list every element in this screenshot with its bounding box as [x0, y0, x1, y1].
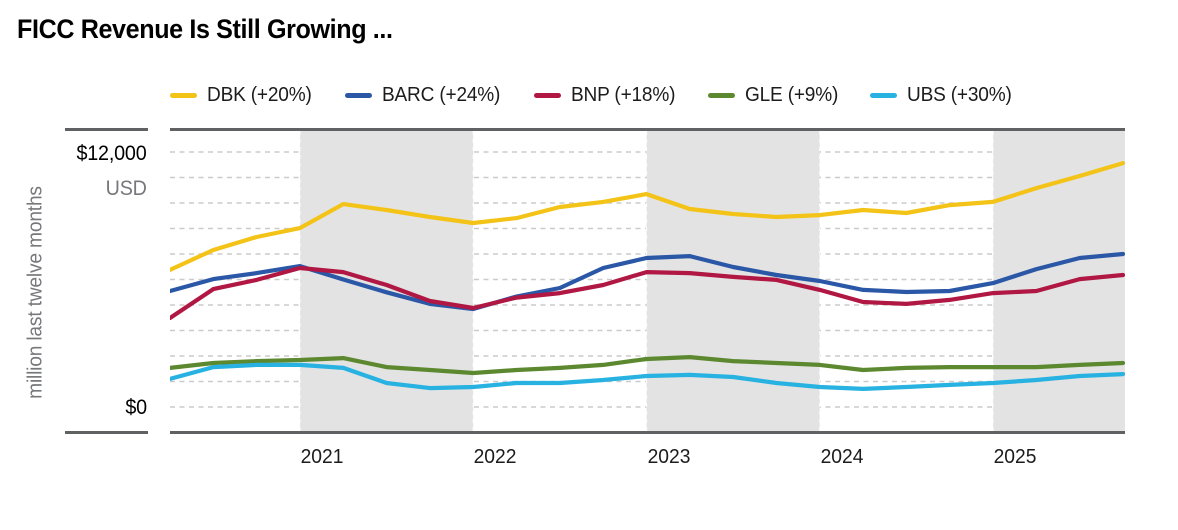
plot-area [170, 128, 1125, 434]
legend-item-barc: BARC (+24%) [344, 83, 509, 107]
series-line-dbk [170, 160, 1125, 272]
x-axis-year-label-2023: 2023 [647, 445, 690, 468]
series-line-ubs [170, 362, 1125, 391]
x-axis-year-label-2024: 2024 [820, 445, 864, 468]
chart-legend: DBK (+20%) BARC (+24%) BNP (+18%) GLE (+9%)… [170, 83, 1019, 107]
y-axis-top-rule [65, 128, 148, 131]
y-axis-zero-label: $0 [125, 396, 147, 419]
legend-label: BARC (+24%) [381, 83, 500, 106]
series-line-barc [170, 251, 1125, 312]
y-axis-max-label: $12,000 [76, 142, 147, 165]
legend-item-gle: GLE (+9%) [707, 83, 845, 107]
legend-item-bnp: BNP (+18%) [533, 83, 683, 107]
legend-label: GLE (+9%) [744, 83, 838, 106]
legend-swatch-icon [170, 92, 197, 98]
legend-swatch-icon [869, 92, 897, 98]
legend-swatch-icon [533, 92, 561, 98]
y-axis-title: million last twelve months [24, 185, 47, 399]
y-axis-unit-label: USD [105, 177, 147, 200]
x-axis-year-label-2021: 2021 [300, 445, 344, 468]
y-axis-bottom-rule [65, 431, 148, 434]
year-band-2023 [646, 131, 820, 431]
x-axis-year-label-2022: 2022 [473, 445, 517, 468]
series-line-bnp [170, 265, 1125, 321]
legend-label: UBS (+30%) [906, 83, 1012, 106]
x-axis-year-label-2025: 2025 [993, 445, 1037, 468]
chart-title: FICC Revenue Is Still Growing ... [17, 14, 393, 44]
year-band-2025 [993, 131, 1125, 431]
legend-swatch-icon [707, 92, 735, 98]
legend-label: DBK (+20%) [207, 83, 312, 106]
legend-item-dbk: DBK (+20%) [170, 83, 320, 107]
legend-swatch-icon [344, 92, 372, 98]
legend-label: BNP (+18%) [570, 83, 675, 106]
series-line-gle [170, 355, 1125, 376]
legend-item-ubs: UBS (+30%) [869, 83, 1020, 107]
x-axis: 2021 2022 2023 2024 2025 [170, 445, 1125, 475]
